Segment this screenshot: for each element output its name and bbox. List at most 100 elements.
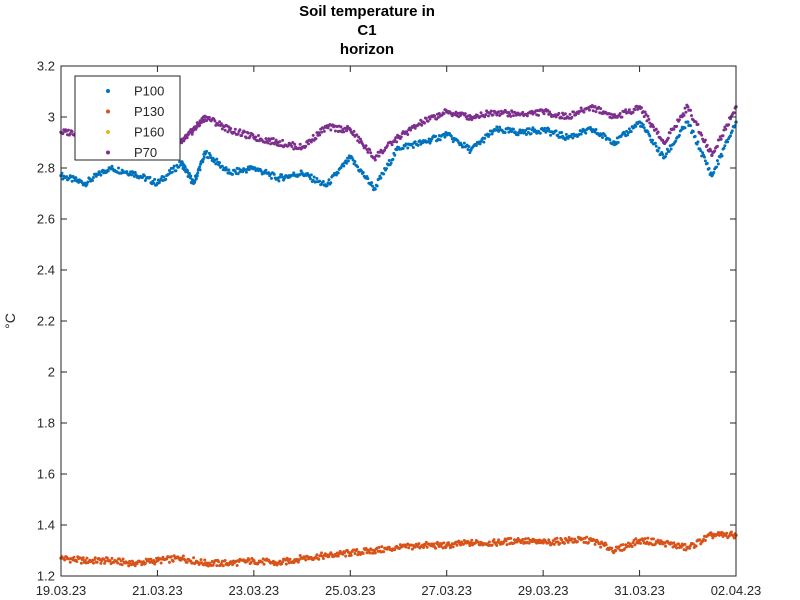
data-point-interp [639, 541, 642, 545]
data-point-interp [438, 138, 442, 142]
data-point-interp [490, 132, 494, 136]
data-point-interp [442, 541, 446, 545]
data-point-interp [432, 542, 436, 546]
data-point-interp [110, 556, 114, 560]
data-point-interp [262, 562, 266, 566]
data-point-interp [702, 155, 706, 159]
data-point-interp [70, 179, 74, 183]
y-tick-label: 2.6 [37, 212, 55, 227]
data-point-interp [314, 137, 318, 141]
data-point-interp [162, 175, 166, 179]
data-point-interp [251, 133, 255, 137]
data-point-interp [657, 146, 661, 150]
data-point-interp [562, 541, 566, 545]
data-point-interp [668, 131, 672, 135]
data-point-interp [215, 564, 219, 568]
data-point-interp [97, 170, 101, 174]
data-point-interp [495, 125, 499, 129]
series-P70 [59, 103, 738, 162]
data-point-interp [309, 173, 313, 177]
data-point-interp [206, 564, 210, 568]
data-point-interp [699, 149, 703, 153]
data-point-interp [629, 130, 633, 134]
data-point-interp [336, 171, 340, 175]
data-point-interp [677, 133, 681, 137]
chart-title: Soil temperature in C1 horizon [299, 3, 435, 58]
data-point-interp [442, 112, 446, 116]
data-point-interp [187, 172, 191, 175]
data-point-interp [593, 542, 597, 546]
legend-marker [106, 89, 110, 93]
data-point-interp [683, 542, 687, 546]
data-point-interp [104, 559, 108, 563]
data-point-interp [152, 181, 156, 185]
data-point-interp [288, 557, 292, 561]
data-point-interp [543, 126, 547, 130]
data-point-interp [667, 149, 671, 153]
data-point-interp [99, 561, 103, 565]
data-point-interp [571, 136, 575, 140]
data-point-interp [65, 175, 69, 179]
data-point-interp [527, 127, 531, 131]
data-point-interp [599, 107, 603, 111]
data-point-interp [95, 560, 99, 564]
data-point-interp [560, 116, 564, 120]
data-point-interp [524, 537, 528, 541]
data-point-interp [510, 130, 514, 134]
data-point-interp [215, 157, 219, 161]
data-point-interp [478, 142, 482, 146]
data-point-interp [654, 144, 658, 148]
data-point-interp [713, 149, 717, 153]
data-point-interp [570, 115, 574, 119]
y-tick-label: 1.6 [37, 467, 55, 482]
data-point-interp [171, 559, 175, 563]
data-point-interp [675, 546, 679, 550]
data-point-interp [728, 134, 732, 138]
data-point-interp [426, 119, 430, 123]
data-point-interp [648, 134, 652, 138]
data-point-interp [379, 176, 383, 180]
data-point-interp [399, 135, 403, 139]
data-points [59, 103, 738, 568]
data-point-interp [726, 140, 730, 144]
data-point-interp [277, 179, 281, 183]
data-point-interp [393, 138, 397, 142]
data-point-interp [492, 538, 496, 542]
data-point-interp [223, 128, 227, 132]
data-point-interp [198, 168, 202, 172]
data-point-interp [656, 149, 660, 153]
data-point-interp [707, 166, 711, 170]
data-point-interp [217, 163, 221, 167]
data-point-interp [203, 558, 207, 562]
data-point-interp [169, 555, 173, 559]
data-point-interp [282, 176, 286, 180]
data-point-interp [434, 546, 438, 550]
data-point-interp [404, 545, 408, 549]
data-point-interp [521, 537, 525, 541]
data-point-interp [320, 130, 324, 134]
data-point-interp [568, 112, 572, 116]
data-point-interp [521, 110, 525, 114]
data-point-interp [656, 538, 660, 542]
data-point-interp [548, 540, 552, 544]
y-tick-label: 2 [48, 365, 55, 380]
data-point-interp [723, 144, 727, 148]
data-point-interp [558, 541, 562, 545]
data-point-interp [425, 545, 429, 549]
data-point-interp [538, 131, 542, 135]
data-point-interp [603, 134, 607, 138]
data-point-interp [202, 155, 206, 159]
data-point-interp [728, 117, 732, 121]
data-point-interp [588, 108, 591, 112]
data-point-interp [594, 128, 598, 132]
data-point-interp [143, 561, 147, 565]
data-point-interp [508, 112, 512, 116]
data-point-interp [318, 179, 322, 183]
data-point-interp [61, 132, 65, 136]
data-point-interp [587, 541, 591, 545]
data-point [541, 541, 545, 545]
data-point-interp [293, 142, 297, 146]
data-point-interp [201, 160, 205, 164]
data-point-interp [244, 136, 248, 140]
data-point-interp [167, 168, 171, 172]
